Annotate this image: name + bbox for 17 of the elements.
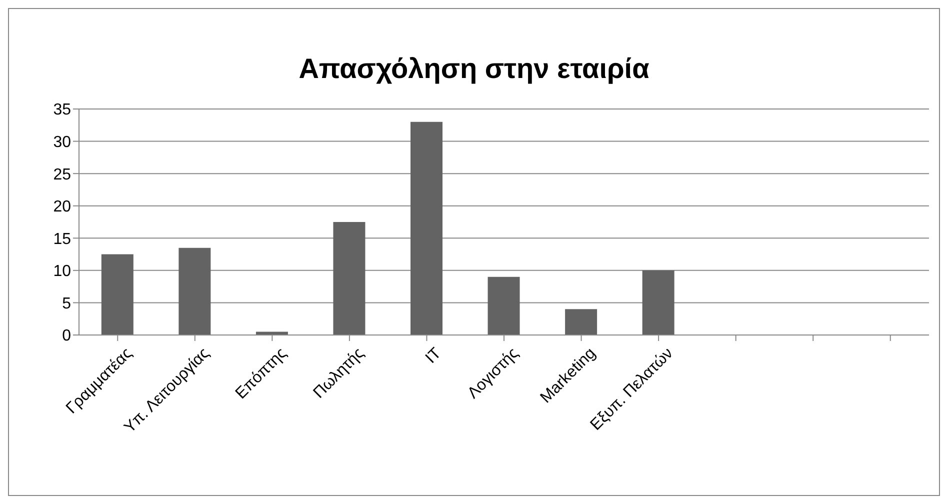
bar <box>642 270 674 335</box>
y-tick-label: 30 <box>53 134 72 151</box>
bar <box>101 254 134 335</box>
bar <box>488 276 520 335</box>
bar <box>333 222 366 335</box>
bar <box>178 248 211 335</box>
bar <box>565 309 598 335</box>
y-tick-label: 25 <box>53 166 72 184</box>
y-tick-label: 20 <box>53 198 72 216</box>
y-tick-label: 5 <box>62 295 72 312</box>
bar <box>410 122 442 335</box>
x-tick-label: IT <box>422 344 445 367</box>
y-tick-label: 15 <box>53 230 72 248</box>
y-tick-label: 35 <box>53 102 72 119</box>
y-tick-label: 10 <box>53 263 72 280</box>
chart-title: Απασχόληση στην εταιρία <box>298 52 650 85</box>
y-tick-label: 0 <box>62 328 72 345</box>
